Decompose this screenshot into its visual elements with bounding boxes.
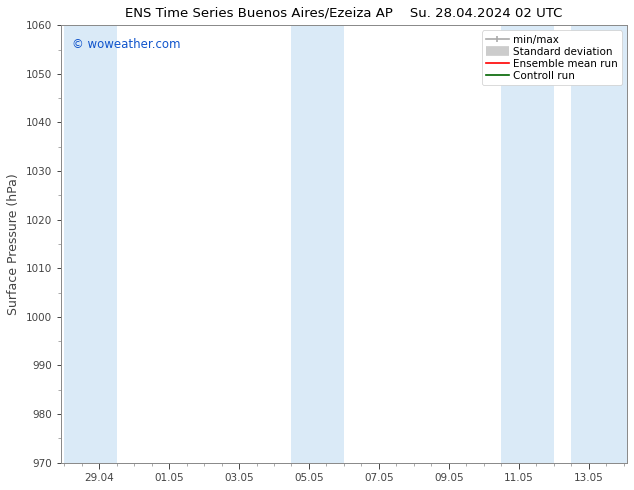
Bar: [571, 25, 627, 463]
Bar: [501, 25, 553, 463]
Bar: [64, 25, 117, 463]
Bar: [292, 25, 344, 463]
Title: ENS Time Series Buenos Aires/Ezeiza AP    Su. 28.04.2024 02 UTC: ENS Time Series Buenos Aires/Ezeiza AP S…: [126, 7, 562, 20]
Y-axis label: Surface Pressure (hPa): Surface Pressure (hPa): [7, 173, 20, 315]
Text: © woweather.com: © woweather.com: [72, 38, 181, 51]
Legend: min/max, Standard deviation, Ensemble mean run, Controll run: min/max, Standard deviation, Ensemble me…: [482, 30, 622, 85]
